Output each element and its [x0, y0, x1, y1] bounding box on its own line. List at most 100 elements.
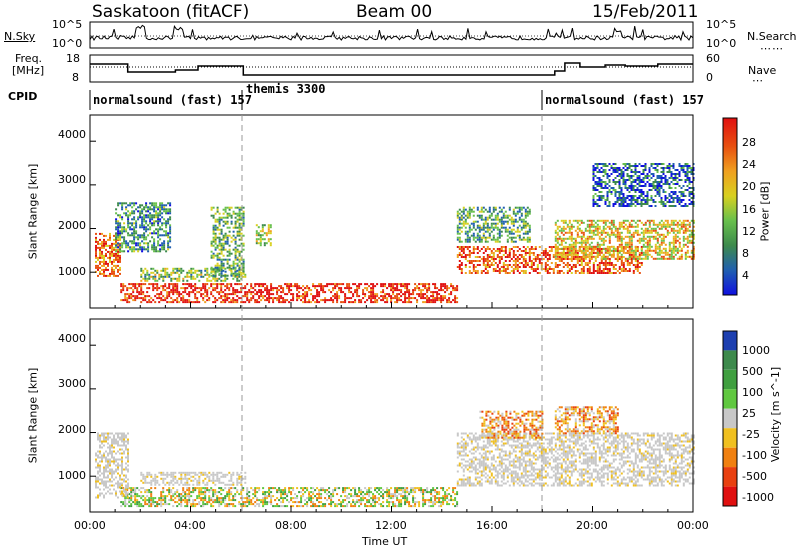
power-cell [596, 195, 599, 197]
power-cell [348, 287, 351, 290]
power-cell [125, 246, 128, 249]
velocity-cell [200, 505, 203, 508]
power-cell [259, 234, 262, 237]
power-cell [131, 234, 134, 237]
power-cell [165, 222, 168, 225]
velocity-cell [122, 487, 125, 490]
power-cell [232, 267, 235, 270]
power-cell [130, 283, 133, 286]
power-cell [456, 238, 459, 241]
power-cell [688, 235, 691, 238]
power-cell [658, 251, 661, 254]
velocity-cell [256, 491, 259, 494]
power-cell [149, 232, 152, 235]
power-cell [226, 297, 229, 300]
power-cell [662, 225, 665, 228]
power-cell [626, 262, 629, 264]
power-cell [294, 285, 297, 288]
power-cell [408, 299, 411, 302]
power-cell [536, 266, 539, 268]
power-cell [678, 237, 681, 240]
power-cell [664, 167, 667, 169]
power-cell [440, 283, 443, 286]
power-cell [128, 301, 131, 304]
power-cell [574, 258, 577, 260]
power-cell [168, 275, 171, 278]
power-cell [528, 224, 531, 227]
power-cell [548, 250, 551, 252]
power-cell [618, 199, 621, 201]
power-cell [616, 260, 619, 262]
velocity-cell [262, 501, 265, 504]
power-cell [596, 165, 599, 167]
power-cell [628, 251, 631, 254]
power-cell [228, 266, 231, 269]
power-cell [602, 221, 605, 224]
velocity-cell [180, 497, 183, 500]
power-cell [640, 231, 643, 234]
power-cell [255, 230, 258, 233]
power-cell [370, 283, 373, 286]
power-cell [598, 195, 601, 197]
power-cell [590, 223, 593, 226]
power-cell [128, 295, 131, 298]
power-cell [508, 264, 511, 266]
power-cell [682, 221, 685, 224]
power-cell [178, 291, 181, 294]
power-cell [468, 214, 471, 217]
power-cell [216, 236, 219, 239]
power-cell [222, 291, 225, 294]
power-cell [486, 266, 489, 268]
power-cell [406, 287, 409, 290]
power-cell [600, 250, 603, 252]
velocity-cell [156, 501, 159, 504]
power-cell [600, 197, 603, 199]
power-cell [103, 254, 105, 257]
power-cell [530, 266, 533, 268]
power-cell [686, 241, 689, 244]
power-cell [134, 297, 137, 300]
velocity-cell [206, 487, 209, 490]
power-cell [107, 274, 109, 277]
power-cell [238, 230, 241, 233]
power-cell [111, 248, 113, 251]
power-cell [634, 255, 637, 258]
power-cell [220, 260, 223, 263]
power-cell [688, 223, 691, 226]
power-cell [99, 260, 101, 263]
power-cell [472, 226, 475, 229]
velocity-cell [188, 495, 191, 498]
power-cell [139, 224, 142, 227]
power-cell [630, 225, 633, 228]
power-cell [155, 232, 158, 235]
power-cell [484, 238, 487, 241]
power-cell [160, 297, 163, 300]
power-cell [117, 256, 119, 259]
power-cell [242, 206, 245, 209]
power-cell [668, 167, 671, 169]
power-cell [466, 246, 469, 248]
power-cell [117, 228, 120, 231]
power-cell [344, 297, 347, 300]
power-cell [430, 295, 433, 298]
power-cell [526, 214, 529, 217]
power-cell [103, 264, 105, 267]
power-cell [618, 203, 621, 205]
power-cell [242, 260, 245, 263]
power-cell [236, 264, 239, 267]
power-cell [602, 231, 605, 234]
power-cell [582, 239, 585, 242]
velocity-cell [270, 487, 273, 490]
power-cell [240, 262, 243, 265]
power-cell [606, 251, 609, 254]
power-cell [524, 262, 527, 264]
power-cell [167, 240, 170, 243]
power-cell [310, 289, 313, 292]
velocity-cell [150, 493, 153, 496]
power-cell [478, 230, 481, 233]
power-cell [214, 272, 217, 275]
power-cell [658, 189, 661, 191]
power-cell [566, 266, 569, 268]
velocity-cell [172, 495, 175, 498]
power-cell [206, 277, 209, 280]
